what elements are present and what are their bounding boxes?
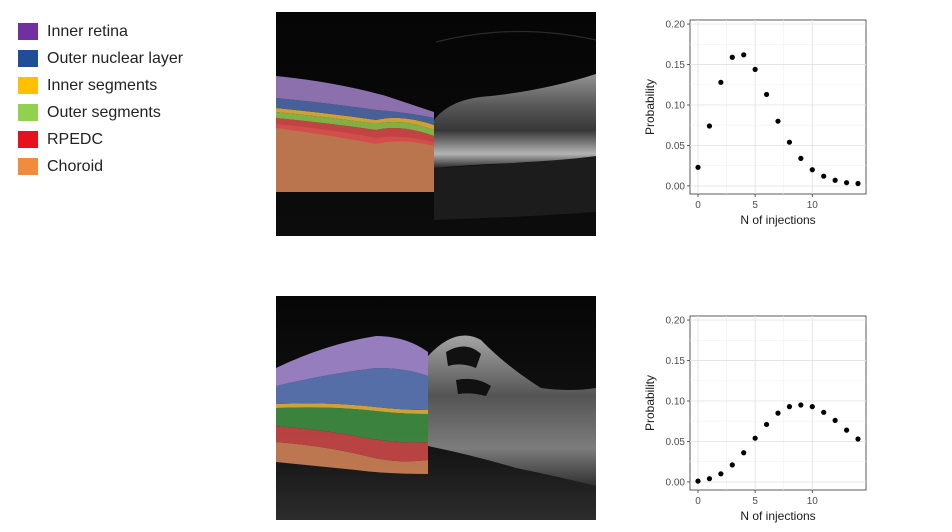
x-tick-label: 10 [807,496,819,507]
data-point [809,167,815,173]
data-point [798,402,804,408]
data-point [706,123,713,129]
legend-item-inner-retina: Inner retina [18,18,183,45]
vitreous-line [435,30,596,43]
data-point [729,54,735,60]
data-point [786,404,793,410]
oct-scan-top [276,12,596,236]
legend: Inner retina Outer nuclear layer Inner s… [18,18,183,180]
retina-right-half [428,335,596,486]
data-point [843,180,850,186]
layer-choroid [276,442,428,474]
fluid-cavity [446,346,481,368]
layer-inner-retina [276,336,428,386]
y-tick-label: 0.10 [666,100,686,111]
y-tick-label: 0.05 [666,437,686,448]
layer-rpedc [276,118,434,146]
x-axis-label: N of injections [740,213,815,227]
oct-scan-bottom [276,296,596,520]
data-point [752,435,758,441]
legend-label: Outer nuclear layer [47,49,184,67]
data-point [695,164,701,170]
data-point [786,139,793,145]
y-tick-label: 0.15 [666,356,686,367]
legend-swatch [18,131,38,148]
data-point [741,450,747,456]
y-tick-label: 0.15 [666,60,686,71]
legend-item-inner-segments: Inner segments [18,72,183,99]
legend-swatch [18,158,38,175]
data-point [809,404,815,410]
y-tick-label: 0.20 [666,316,686,327]
data-point [843,427,850,433]
data-point [821,409,827,415]
x-tick-label: 5 [752,200,758,211]
data-point [706,476,713,482]
layer-inner-retina [276,76,434,118]
plot-panel [689,315,867,491]
data-point [718,471,724,477]
y-axis-label: Probability [643,79,657,135]
legend-label: Inner retina [47,22,128,40]
legend-item-rpedc: RPEDC [18,126,183,153]
legend-swatch [18,50,38,67]
data-point [832,177,838,183]
y-tick-label: 0.05 [666,141,686,152]
layer-outer-nuclear [276,368,428,410]
legend-label: Inner segments [47,76,158,94]
probability-plot-top: 0 5 10 0.00 0.05 0.10 0.15 0.20 N of injections P… [643,19,867,227]
plot-panel [689,19,867,195]
data-point [798,155,804,161]
layer-outer-nuclear [276,98,434,125]
x-axis-label: N of injections [740,509,815,523]
x-tick-label: 10 [807,200,819,211]
data-point [832,417,838,423]
data-point [775,410,781,416]
legend-label: Outer segments [47,103,161,121]
legend-item-outer-segments: Outer segments [18,99,183,126]
data-point [752,66,758,72]
layer-inner-segments [276,403,428,414]
retina-right-half [434,74,596,168]
legend-item-outer-nuclear-layer: Outer nuclear layer [18,45,183,72]
layer-inner-segments [276,108,434,130]
x-tick-label: 0 [695,200,701,211]
data-point [855,180,861,187]
data-point [855,436,861,442]
data-point [741,52,747,58]
data-point [718,79,724,85]
data-point [763,421,770,428]
choroid-right-half [434,156,596,220]
legend-swatch [18,23,38,40]
x-tick-label: 5 [752,496,758,507]
legend-swatch [18,104,38,121]
y-tick-label: 0.20 [666,20,686,31]
legend-label: RPEDC [47,130,104,148]
data-point [695,478,701,484]
y-tick-label: 0.10 [666,396,686,407]
y-axis-label: Probability [643,375,657,431]
data-point [775,118,781,124]
legend-label: Choroid [47,157,104,175]
y-tick-label: 0.00 [666,181,686,192]
layer-rpedc [276,426,428,462]
data-point [821,173,827,179]
data-point [763,91,770,98]
legend-swatch [18,77,38,94]
data-point [729,462,735,468]
y-tick-label: 0.00 [666,477,686,488]
layer-outer-segments [276,112,434,136]
fluid-cavity [456,378,491,396]
probability-plot-bottom: 0 5 10 0.00 0.05 0.10 0.15 0.20 N of injections P… [643,315,867,523]
legend-item-choroid: Choroid [18,153,183,180]
layer-outer-segments [276,407,428,443]
x-tick-label: 0 [695,496,701,507]
